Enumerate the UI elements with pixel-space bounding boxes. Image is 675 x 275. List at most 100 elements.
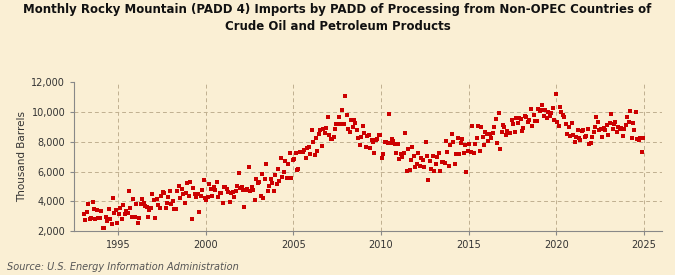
Point [406, 158, 416, 162]
Point [357, 124, 368, 128]
Point [128, 197, 139, 202]
Point [159, 190, 169, 195]
Point [626, 136, 637, 140]
Point [328, 134, 339, 139]
Point [624, 109, 635, 114]
Point [191, 195, 202, 200]
Point [283, 161, 294, 166]
Point [215, 191, 226, 196]
Point [505, 131, 516, 135]
Point [153, 203, 163, 208]
Point [401, 169, 412, 173]
Point [587, 135, 597, 139]
Point [450, 162, 460, 166]
Point [537, 103, 548, 108]
Point [461, 170, 472, 174]
Point [142, 215, 153, 219]
Point [392, 142, 403, 147]
Point [550, 92, 561, 96]
Point [155, 205, 165, 210]
Point [250, 177, 261, 182]
Point [131, 202, 142, 207]
Point [366, 138, 377, 142]
Point [107, 196, 118, 200]
Point [150, 216, 161, 221]
Point [322, 115, 333, 119]
Point [90, 217, 101, 221]
Point [485, 132, 495, 136]
Point [629, 128, 640, 132]
Point [147, 191, 158, 196]
Point [603, 132, 614, 137]
Point [496, 130, 507, 134]
Point [408, 154, 419, 159]
Point [605, 112, 616, 116]
Point [293, 167, 304, 171]
Point [125, 205, 136, 210]
Point [416, 156, 427, 160]
Point [198, 178, 209, 182]
Point [383, 111, 394, 116]
Point [292, 167, 302, 172]
Point [126, 214, 137, 219]
Point [112, 221, 123, 225]
Point [530, 119, 541, 123]
Point [417, 158, 428, 162]
Point [371, 138, 381, 142]
Point [122, 211, 133, 216]
Point [192, 191, 203, 196]
Point [202, 195, 213, 199]
Point [80, 218, 90, 222]
Point [207, 194, 218, 199]
Point [239, 204, 250, 209]
Point [407, 145, 418, 149]
Point [462, 149, 473, 154]
Point [279, 170, 290, 174]
Point [369, 151, 380, 155]
Point [502, 128, 513, 133]
Point [111, 207, 122, 212]
Point [610, 120, 621, 124]
Point [609, 122, 620, 127]
Point [300, 155, 311, 160]
Point [148, 198, 159, 202]
Point [379, 140, 390, 144]
Point [83, 202, 94, 206]
Point [518, 126, 529, 131]
Point [623, 120, 634, 124]
Y-axis label: Thousand Barrels: Thousand Barrels [17, 111, 27, 202]
Point [435, 169, 446, 173]
Point [235, 186, 246, 190]
Point [318, 127, 329, 131]
Point [182, 180, 193, 185]
Point [270, 173, 281, 178]
Point [325, 136, 336, 141]
Text: Monthly Rocky Mountain (PADD 4) Imports by PADD of Processing from Non-OPEC Coun: Monthly Rocky Mountain (PADD 4) Imports … [24, 3, 651, 33]
Point [512, 120, 523, 125]
Point [310, 135, 321, 140]
Point [521, 115, 532, 119]
Point [544, 113, 555, 118]
Point [160, 206, 171, 210]
Point [477, 135, 488, 139]
Point [130, 215, 140, 220]
Point [280, 158, 291, 163]
Point [151, 197, 162, 202]
Point [268, 189, 279, 193]
Point [495, 147, 506, 151]
Point [574, 136, 585, 141]
Point [86, 216, 97, 221]
Point [368, 139, 379, 144]
Point [522, 120, 533, 124]
Point [514, 116, 524, 120]
Point [254, 180, 265, 184]
Point [167, 199, 178, 203]
Point [230, 189, 241, 193]
Point [397, 155, 408, 159]
Point [487, 131, 498, 135]
Point [475, 149, 485, 153]
Point [590, 125, 601, 130]
Point [543, 110, 554, 114]
Point [546, 111, 557, 115]
Point [509, 130, 520, 135]
